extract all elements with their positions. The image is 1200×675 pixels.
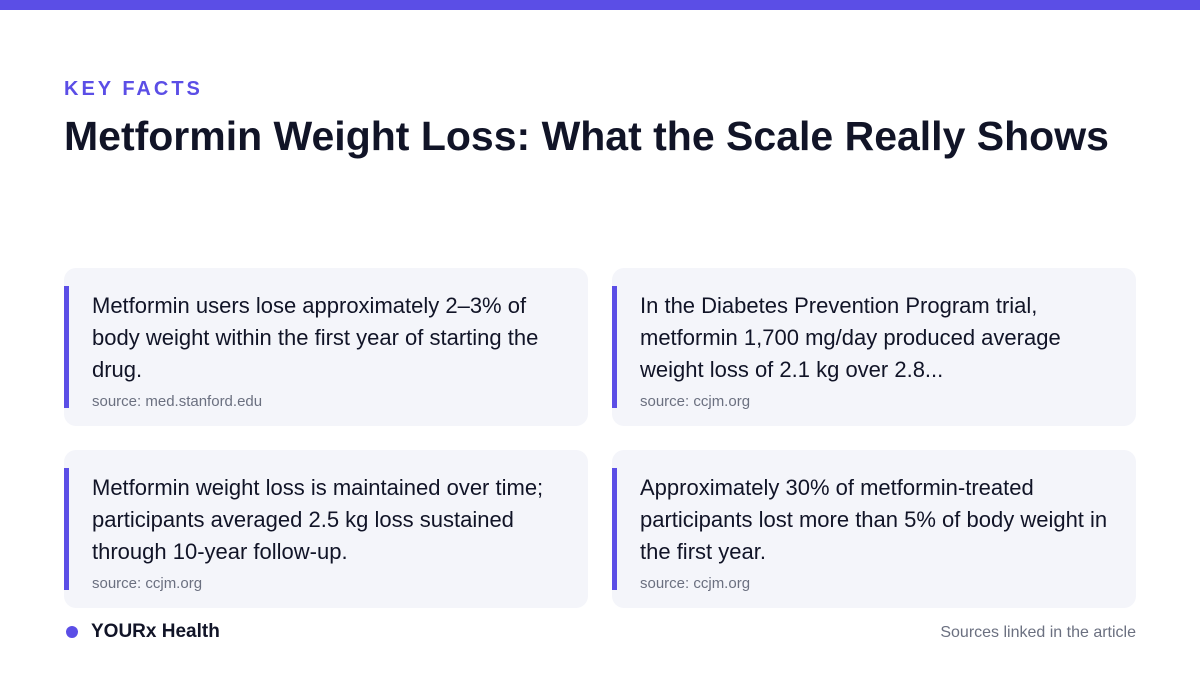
fact-source: source: ccjm.org — [640, 393, 751, 410]
page-title: Metformin Weight Loss: What the Scale Re… — [64, 113, 1109, 159]
card-accent-bar — [64, 286, 69, 408]
sources-footnote: Sources linked in the article — [940, 624, 1136, 641]
fact-text: Metformin weight loss is maintained over… — [92, 475, 544, 564]
brand-name: YOURx Health — [91, 621, 220, 642]
fact-card: In the Diabetes Prevention Program trial… — [612, 268, 1136, 426]
eyebrow-label: KEY FACTS — [64, 78, 203, 100]
brand-logo: YOURx Health — [66, 620, 220, 644]
fact-card: Metformin weight loss is maintained over… — [64, 450, 588, 608]
card-accent-bar — [612, 286, 617, 408]
card-accent-bar — [64, 468, 69, 590]
fact-source: source: ccjm.org — [92, 575, 203, 592]
fact-card: Metformin users lose approximately 2–3% … — [64, 268, 588, 426]
fact-source: source: med.stanford.edu — [92, 393, 263, 410]
fact-text: Approximately 30% of metformin-treated p… — [640, 475, 1108, 564]
fact-source: source: ccjm.org — [640, 575, 751, 592]
card-accent-bar — [612, 468, 617, 590]
brand-dot-icon — [66, 626, 78, 638]
fact-text: Metformin users lose approximately 2–3% … — [92, 293, 539, 382]
top-accent-bar — [0, 0, 1200, 10]
fact-card: Approximately 30% of metformin-treated p… — [612, 450, 1136, 608]
fact-text: In the Diabetes Prevention Program trial… — [640, 293, 1061, 382]
